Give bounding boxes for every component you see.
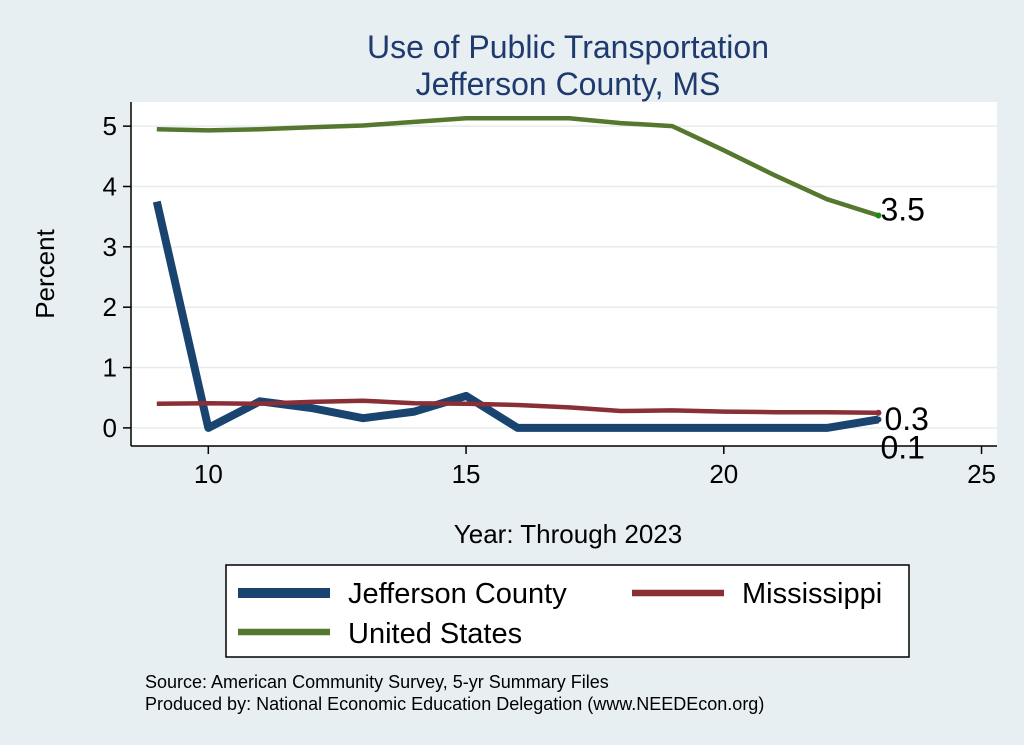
x-tick-label: 20 (709, 459, 738, 489)
x-axis-label: Year: Through 2023 (454, 519, 682, 549)
y-tick-label: 1 (103, 353, 117, 383)
produced-by-note: Produced by: National Economic Education… (145, 694, 764, 714)
chart-title-line-2: Jefferson County, MS (416, 66, 721, 102)
plot-area (131, 102, 997, 446)
series-line-mississippi (156, 398, 879, 416)
legend-label-united-states: United States (348, 618, 522, 650)
y-tick-label: 3 (103, 232, 117, 262)
axes: 0 1 2 3 4 5 10 15 20 25 (103, 102, 997, 489)
end-label-jefferson-county: 0.1 (880, 429, 924, 465)
legend: Jefferson County Mississippi United Stat… (225, 564, 910, 658)
end-point-united-states (875, 212, 882, 219)
y-tick-label: 0 (103, 413, 117, 443)
end-label-united-states: 3.5 (880, 191, 924, 227)
y-axis-label: Percent (30, 228, 60, 318)
y-tick-label: 5 (103, 111, 117, 141)
legend-label-jefferson-county: Jefferson County (348, 578, 567, 610)
legend-box (225, 564, 910, 658)
chart-title-line-1: Use of Public Transportation (367, 29, 769, 65)
x-tick-label: 25 (967, 459, 996, 489)
grid (131, 125, 997, 429)
legend-label-mississippi: Mississippi (742, 578, 882, 610)
x-tick-label: 10 (194, 459, 223, 489)
end-point-jefferson-county (875, 416, 882, 423)
end-label-mississippi: 0.3 (884, 401, 928, 437)
end-labels: 0.10.3 3.5 (875, 191, 929, 465)
series-layer (152, 116, 880, 432)
y-tick-label: 2 (103, 292, 117, 322)
x-tick-label: 15 (452, 459, 481, 489)
series-line-united-states (156, 116, 880, 218)
source-note: Source: American Community Survey, 5-yr … (145, 672, 609, 692)
end-point-mississippi (875, 409, 882, 416)
y-tick-label: 4 (103, 171, 117, 201)
